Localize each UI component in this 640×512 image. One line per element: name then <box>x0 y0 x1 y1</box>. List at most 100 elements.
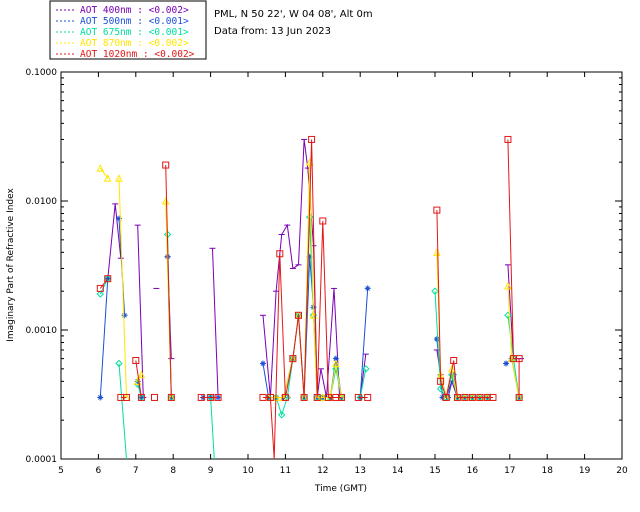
data-point <box>437 377 445 385</box>
legend-label: AOT 500nm : <0.001> <box>80 16 189 27</box>
data-point <box>97 394 104 401</box>
data-point <box>450 371 457 378</box>
data-point <box>439 394 446 401</box>
data-point <box>104 275 112 283</box>
x-axis-title: Time (GMT) <box>314 484 367 494</box>
data-point <box>115 174 123 182</box>
data-point <box>277 411 286 419</box>
series-line <box>118 363 127 460</box>
data-point <box>504 281 512 290</box>
data-point <box>132 357 140 365</box>
series-2 <box>96 213 523 460</box>
data-point <box>276 250 284 258</box>
x-tick-label: 17 <box>504 466 515 476</box>
data-point <box>214 393 222 401</box>
x-tick-label: 13 <box>354 466 365 476</box>
data-point <box>122 393 130 401</box>
data-point <box>137 370 146 379</box>
x-tick-label: 15 <box>429 466 440 476</box>
x-tick-label: 6 <box>96 466 102 476</box>
data-point <box>324 393 332 401</box>
data-point <box>281 393 289 401</box>
y-axis-title: Imaginary Part of Refractive Index <box>6 187 16 341</box>
data-point <box>319 217 327 225</box>
legend: AOT 400nm : <0.002>AOT 500nm : <0.001>AO… <box>49 0 207 60</box>
series-line <box>507 264 521 360</box>
y-tick-label: 0.0001 <box>26 455 58 465</box>
series-line <box>165 164 172 398</box>
legend-label: AOT 870nm : <0.002> <box>80 38 189 49</box>
data-point <box>362 365 370 373</box>
data-point <box>115 359 123 368</box>
y-tick-label: 0.1000 <box>26 68 58 78</box>
data-point <box>300 393 308 401</box>
data-point <box>161 196 170 205</box>
x-tick-label: 16 <box>467 466 479 476</box>
station-info: PML, N 50 22', W 04 08', Alt 0m Data fro… <box>214 9 373 37</box>
data-point <box>515 393 523 401</box>
data-point <box>468 393 476 401</box>
series-line <box>107 203 122 279</box>
data-point <box>476 393 484 401</box>
data-point <box>433 206 441 214</box>
data-point <box>503 360 510 367</box>
data-point <box>515 355 523 363</box>
series-line <box>359 368 367 398</box>
series-layer <box>96 135 525 460</box>
data-point <box>115 215 122 222</box>
data-point <box>259 360 266 367</box>
x-tick-label: 14 <box>392 466 404 476</box>
data-point <box>448 371 456 379</box>
data-point <box>167 393 175 401</box>
data-point <box>354 393 362 401</box>
series-line <box>137 225 144 398</box>
series-line <box>118 178 127 398</box>
data-point <box>332 359 340 367</box>
data-point <box>259 393 267 401</box>
x-tick-label: 11 <box>280 466 291 476</box>
series-line <box>99 278 109 289</box>
legend-label: AOT 400nm : <0.002> <box>80 5 189 16</box>
legend-label: AOT 675nm : <0.001> <box>80 27 189 38</box>
data-point <box>151 393 158 401</box>
series-line <box>135 360 142 398</box>
data-point <box>306 253 313 260</box>
series-line <box>436 252 488 398</box>
series-line <box>359 288 369 398</box>
legend-box <box>49 0 207 60</box>
data-point <box>294 311 302 319</box>
x-tick-label: 9 <box>208 466 214 476</box>
data-point <box>433 336 440 343</box>
data-point <box>453 393 461 401</box>
data-point <box>137 393 145 401</box>
x-tick-label: 7 <box>133 466 139 476</box>
data-point <box>461 393 469 401</box>
x-tick-label: 18 <box>541 466 553 476</box>
data-point <box>308 135 316 143</box>
series-line <box>99 278 109 398</box>
data-point <box>121 312 128 319</box>
data-point <box>431 287 439 295</box>
series-line <box>434 291 488 399</box>
data-point <box>433 248 441 256</box>
data-point <box>442 393 450 401</box>
station-location: PML, N 50 22', W 04 08', Alt 0m <box>214 9 373 20</box>
series-line <box>507 285 520 398</box>
data-point <box>318 393 327 401</box>
series-line <box>212 248 219 398</box>
legend-label: AOT 1020nm : <0.002> <box>80 49 195 60</box>
data-point <box>489 393 497 401</box>
y-tick-label: 0.0100 <box>26 197 58 207</box>
data-date: Data from: 13 Jun 2023 <box>214 26 331 37</box>
data-point <box>96 163 105 172</box>
data-point <box>162 161 170 169</box>
data-point <box>338 393 345 401</box>
y-tick-label: 0.0010 <box>26 326 58 336</box>
plot-area <box>60 71 623 460</box>
series-1 <box>97 215 523 401</box>
x-tick-label: 12 <box>317 466 328 476</box>
data-point <box>197 393 205 401</box>
data-point <box>504 311 512 320</box>
data-point <box>289 355 297 363</box>
